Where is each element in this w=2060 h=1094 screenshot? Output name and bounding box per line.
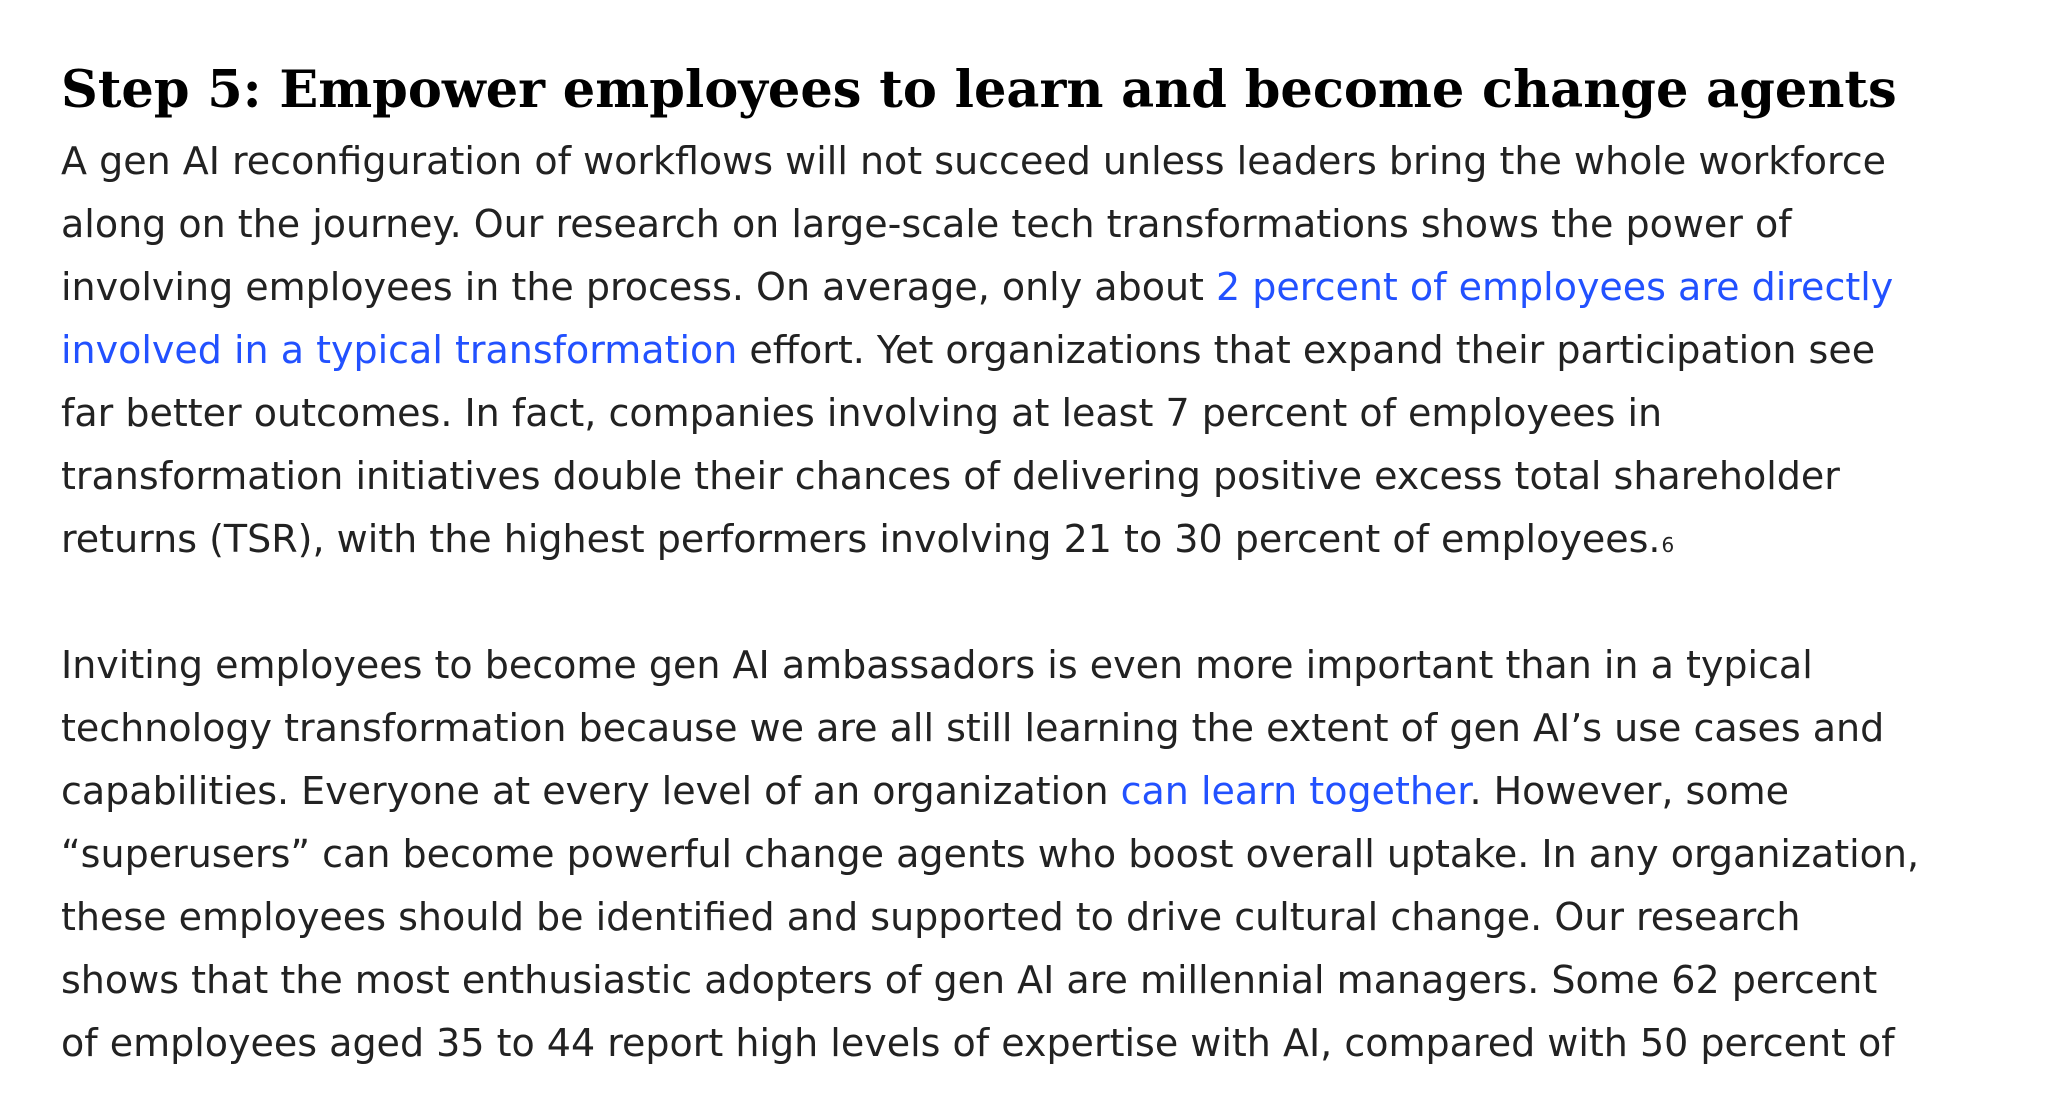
link-can-learn-together[interactable]: can learn together [1120,769,1470,813]
paragraph-1-line-3: involving employees in the process. On a… [61,256,1971,319]
article-section: Step 5: Empower employees to learn and b… [61,50,1971,1075]
link-typical-transformation[interactable]: involved in a typical transformation [61,328,738,372]
paragraph-1-line-5: far better outcomes. In fact, companies … [61,391,1663,435]
paragraph-1-line-4: involved in a typical transformation eff… [61,319,1971,382]
link-two-percent-employees[interactable]: 2 percent of employees are directly [1216,265,1894,309]
paragraph-2-line-3-tail: . However, some [1469,769,1789,813]
paragraph-1-line-7: returns (TSR), with the highest performe… [61,508,1971,571]
paragraph-1-line-1: A gen AI reconfiguration of workflows wi… [61,139,1887,183]
paragraph-2-line-2: technology transformation because we are… [61,706,1885,750]
paragraph-2: Inviting employees to become gen AI amba… [61,634,1971,1075]
paragraph-1: A gen AI reconfiguration of workflows wi… [61,130,1971,571]
paragraph-1-line-6: transformation initiatives double their … [61,454,1840,498]
paragraph-2-line-1: Inviting employees to become gen AI amba… [61,643,1813,687]
paragraph-2-line-3: capabilities. Everyone at every level of… [61,760,1971,823]
paragraph-1-line-2: along on the journey. Our research on la… [61,202,1792,246]
paragraph-1-line-7-text: returns (TSR), with the highest performe… [61,517,1661,561]
paragraph-2-line-3-text: capabilities. Everyone at every level of… [61,769,1121,813]
paragraph-2-line-5: these employees should be identified and… [61,895,1801,939]
paragraph-2-line-6: shows that the most enthusiastic adopter… [61,958,1878,1002]
paragraph-1-line-4-text: effort. Yet organizations that expand th… [737,328,1876,372]
paragraph-2-line-4: “superusers” can become powerful change … [61,832,1920,876]
section-heading: Step 5: Empower employees to learn and b… [61,60,1897,120]
paragraph-1-line-3-text: involving employees in the process. On a… [61,265,1217,309]
paragraph-2-line-7: of employees aged 35 to 44 report high l… [61,1021,1895,1065]
footnote-marker[interactable]: 6 [1661,533,1675,557]
